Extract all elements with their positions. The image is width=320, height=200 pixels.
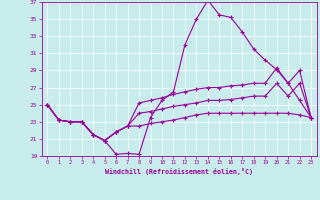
X-axis label: Windchill (Refroidissement éolien,°C): Windchill (Refroidissement éolien,°C)	[105, 168, 253, 175]
